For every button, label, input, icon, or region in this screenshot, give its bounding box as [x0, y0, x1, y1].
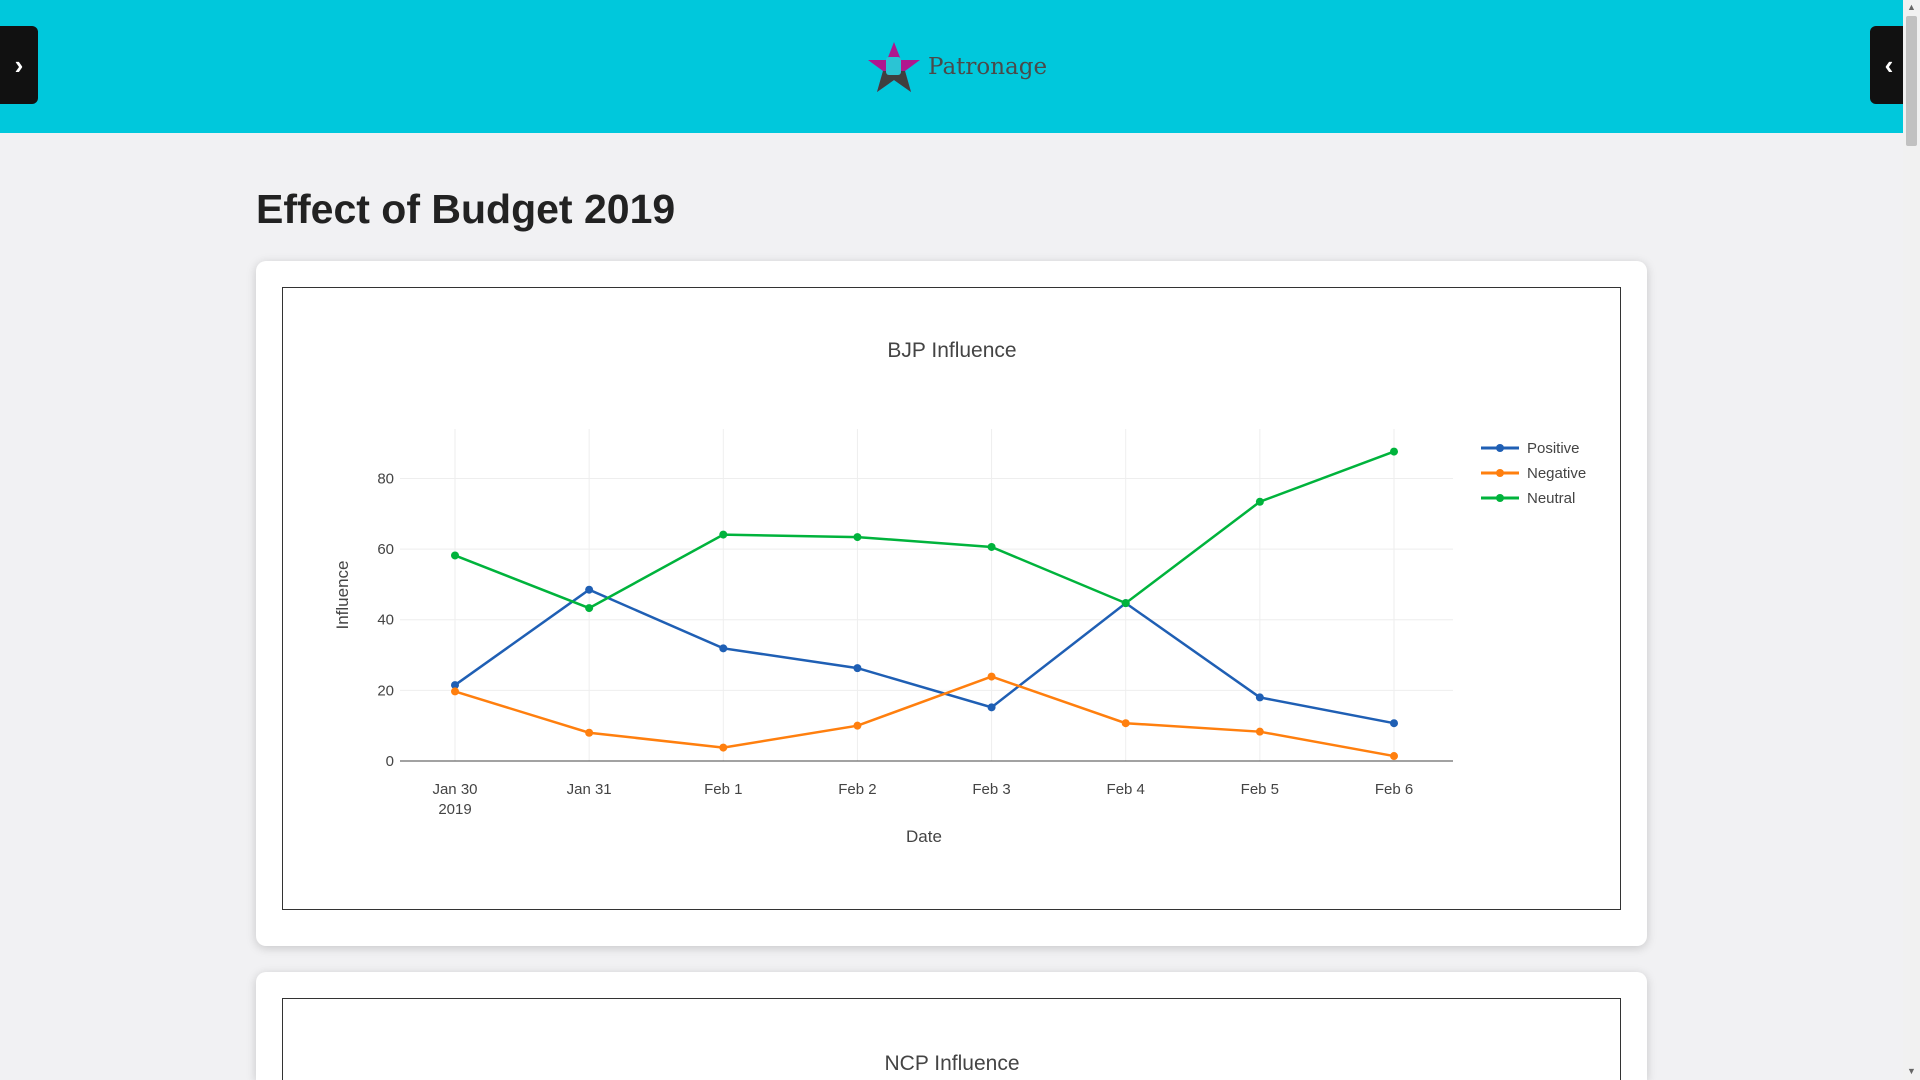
chevron-left-icon: ‹ [1884, 49, 1894, 80]
legend-marker [1496, 494, 1504, 502]
chart-title: NCP Influence [884, 1052, 1019, 1075]
scrollbar-thumb[interactable] [1906, 16, 1917, 146]
chevron-right-icon: › [14, 49, 24, 80]
data-point-neutral [853, 533, 862, 542]
bjp-chart-svg: Jan 30 2019 Jan 31 Feb 1 Feb 2 Feb 3 Feb 4 Feb … [333, 339, 1586, 846]
bjp-chart: Jan 30 2019 Jan 31 Feb 1 Feb 2 Feb 3 Feb 4 Feb … [282, 287, 1621, 910]
logo[interactable]: Patronage [866, 40, 1047, 94]
series-line-neutral [454, 450, 1395, 610]
x-tick-line: Feb 3 [972, 781, 1010, 798]
legend-label[interactable]: Negative [1527, 465, 1586, 482]
x-tick-line: Feb 5 [1241, 781, 1279, 798]
data-point-negative [987, 672, 996, 681]
data-point-negative [853, 721, 862, 730]
data-point-neutral [987, 542, 996, 551]
scroll-down-icon[interactable]: ▼ [1907, 1066, 1916, 1076]
x-tick-label: Jan 30 2019 [432, 781, 477, 818]
data-point-neutral [585, 604, 594, 613]
data-point-positive [719, 644, 728, 653]
open-right-sidebar-button[interactable]: ‹ [1870, 26, 1908, 104]
x-tick-line: Feb 6 [1375, 781, 1413, 798]
y-tick-label: 0 [386, 753, 394, 770]
x-tick-label: Jan 31 [567, 781, 612, 798]
scroll-up-icon[interactable]: ▲ [1907, 2, 1916, 12]
x-tick-label: Feb 4 [1107, 781, 1145, 798]
data-point-negative [451, 687, 459, 696]
data-point-negative [1255, 727, 1264, 736]
chart-title: BJP Influence [887, 339, 1016, 362]
x-tick-line: Feb 1 [704, 781, 742, 798]
open-left-sidebar-button[interactable]: › [0, 26, 38, 104]
x-tick-label: Feb 3 [972, 781, 1010, 798]
legend-marker [1496, 444, 1504, 452]
data-point-negative [719, 743, 728, 752]
fist-star-logo-icon [868, 42, 920, 92]
data-point-negative [585, 728, 594, 737]
page-title: Effect of Budget 2019 [256, 186, 676, 232]
data-point-neutral [1390, 447, 1398, 456]
y-tick-label: 40 [377, 612, 394, 629]
x-tick-line: Feb 2 [838, 781, 876, 798]
series-line-negative [454, 675, 1395, 758]
x-tick-line: Jan 31 [567, 781, 612, 798]
page-scrollbar[interactable]: ▲ ▼ [1903, 0, 1920, 1080]
y-tick-label: 60 [377, 541, 394, 558]
logo-text: Patronage [928, 54, 1048, 80]
y-tick-label: 20 [377, 682, 394, 699]
y-axis-label: Influence [333, 561, 352, 630]
data-point-neutral [719, 530, 728, 539]
legend-label[interactable]: Neutral [1527, 490, 1575, 507]
x-tick-label: Feb 6 [1375, 781, 1413, 798]
ncp-chart: NCP Influence [282, 998, 1621, 1080]
x-tick-line: Feb 4 [1107, 781, 1145, 798]
x-tick-label: Feb 1 [704, 781, 742, 798]
header: › Patronage ‹ [0, 0, 1908, 133]
bjp-chart-card: Jan 30 2019 Jan 31 Feb 1 Feb 2 Feb 3 Feb 4 Feb … [256, 261, 1647, 946]
legend-marker [1496, 469, 1504, 477]
x-tick-label: Feb 5 [1241, 781, 1279, 798]
x-axis-label: Date [906, 827, 942, 846]
legend-label[interactable]: Positive [1527, 440, 1580, 457]
data-point-negative [1121, 719, 1130, 728]
data-point-positive [585, 585, 594, 594]
data-point-positive [987, 703, 996, 712]
y-tick-label: 80 [377, 470, 394, 487]
data-point-neutral [1121, 599, 1130, 608]
data-point-positive [1390, 719, 1398, 728]
data-point-neutral [1255, 497, 1264, 506]
data-point-positive [451, 681, 459, 690]
data-point-neutral [451, 551, 459, 560]
x-tick-line: 2019 [438, 801, 471, 818]
data-point-positive [853, 664, 862, 673]
x-tick-line: Jan 30 [432, 781, 477, 798]
data-point-negative [1390, 752, 1398, 761]
x-tick-label: Feb 2 [838, 781, 876, 798]
series-line-positive [454, 588, 1395, 725]
data-point-positive [1255, 693, 1264, 702]
ncp-chart-card: NCP Influence [256, 972, 1647, 1080]
